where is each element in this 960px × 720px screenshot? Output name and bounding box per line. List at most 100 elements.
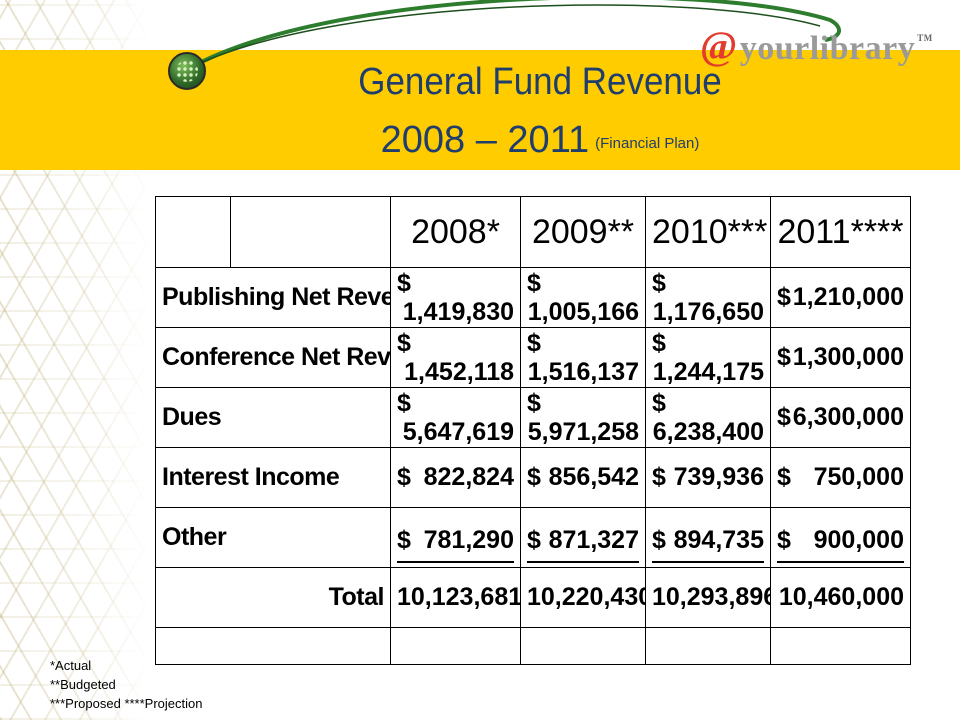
dollar-sign: $ [397, 268, 411, 297]
value-cell: $1,005,166 [520, 267, 646, 328]
column-header: 2011**** [770, 196, 911, 268]
dollar-sign: $ [397, 388, 411, 417]
value-cell: $750,000 [770, 447, 911, 508]
empty-cell [390, 627, 521, 665]
empty-cell [645, 627, 771, 665]
dollar-sign: $ [397, 463, 411, 491]
amount: 781,290 [423, 525, 514, 554]
value-cell: $1,210,000 [770, 267, 911, 328]
dollar-sign: $ [652, 463, 666, 491]
row-label: Conference Net Revenue [155, 327, 391, 388]
amount: 6,300,000 [792, 403, 904, 431]
dollar-sign: $ [777, 463, 791, 491]
value-cell: $1,244,175 [645, 327, 771, 388]
amount: 856,542 [548, 463, 639, 491]
value-cell: $739,936 [645, 447, 771, 508]
amount: 750,000 [813, 463, 904, 491]
dollar-sign: $ [397, 525, 411, 554]
title-band [0, 50, 960, 170]
total-label: Total [155, 567, 391, 628]
amount: 894,735 [673, 525, 764, 554]
footnote: **Budgeted [50, 677, 116, 692]
logo-tm: TM [917, 33, 933, 43]
total-value: 10,293,896 [645, 567, 771, 628]
logo: @yourlibrary TM [700, 22, 933, 69]
value-cell: $781,290 [390, 507, 521, 568]
header-row: 2008* 2009** 2010*** 2011**** [155, 196, 911, 268]
page-subtitle: 2008 – 2011 (Financial Plan) [300, 118, 780, 166]
dollar-sign: $ [777, 403, 791, 431]
table-row: Conference Net Revenue $1,452,118 $1,516… [155, 327, 911, 388]
dollar-sign: $ [527, 463, 541, 491]
empty-row [155, 627, 911, 665]
column-header: 2008* [390, 196, 521, 268]
value-cell: $871,327 [520, 507, 646, 568]
row-label: Other [155, 507, 391, 568]
value-cell: $6,300,000 [770, 387, 911, 448]
dollar-sign: $ [397, 328, 411, 357]
amount: 1,005,166 [527, 297, 639, 326]
table-row: Publishing Net Revenue $1,419,830 $1,005… [155, 267, 911, 328]
dollar-sign: $ [527, 388, 541, 417]
header-blank [155, 196, 231, 268]
amount: 1,452,118 [404, 357, 514, 386]
dollar-sign: $ [652, 328, 666, 357]
amount: 822,824 [423, 463, 514, 491]
value-cell: $1,516,137 [520, 327, 646, 388]
table-row: Other $781,290 $871,327 $894,735 $900,00… [155, 507, 911, 568]
amount: 5,647,619 [402, 417, 514, 446]
value-cell: $6,238,400 [645, 387, 771, 448]
dollar-sign: $ [652, 268, 666, 297]
underlined-value: $900,000 [777, 519, 904, 563]
amount: 739,936 [673, 463, 764, 491]
value-cell: $856,542 [520, 447, 646, 508]
footnote: ***Proposed ****Projection [50, 696, 203, 711]
dollar-sign: $ [527, 328, 541, 357]
value-cell: $5,647,619 [390, 387, 521, 448]
title-note: (Financial Plan) [595, 135, 700, 152]
amount: 900,000 [813, 525, 904, 554]
total-value: 10,123,681 [390, 567, 521, 628]
dollar-sign: $ [777, 525, 791, 554]
logo-text: yourlibrary [739, 30, 916, 67]
header-blank [230, 196, 391, 268]
amount: 5,971,258 [527, 417, 639, 446]
amount: 1,176,650 [652, 297, 764, 326]
page-title: General Fund Revenue [358, 61, 722, 103]
dollar-sign: $ [652, 525, 666, 554]
value-cell: $822,824 [390, 447, 521, 508]
value-cell: $1,300,000 [770, 327, 911, 388]
underlined-value: $781,290 [397, 519, 514, 563]
globe-icon [168, 52, 206, 90]
dollar-sign: $ [777, 283, 791, 311]
title-years: 2008 – 2011 [380, 119, 590, 161]
column-header: 2009** [520, 196, 646, 268]
row-label: Dues [155, 387, 391, 448]
empty-cell [520, 627, 646, 665]
dollar-sign: $ [527, 525, 541, 554]
logo-at: @ [700, 23, 738, 68]
total-value: 10,460,000 [770, 567, 911, 628]
value-cell: $1,452,118 [390, 327, 521, 388]
dollar-sign: $ [652, 388, 666, 417]
underlined-value: $894,735 [652, 519, 764, 563]
value-cell: $900,000 [770, 507, 911, 568]
amount: 871,327 [548, 525, 639, 554]
total-row: Total 10,123,681 10,220,430 10,293,896 1… [155, 567, 911, 628]
dollar-sign: $ [527, 268, 541, 297]
table-row: Interest Income $822,824 $856,542 $739,9… [155, 447, 911, 508]
value-cell: $5,971,258 [520, 387, 646, 448]
total-value: 10,220,430 [520, 567, 646, 628]
column-header: 2010*** [645, 196, 771, 268]
table-row: Dues $5,647,619 $5,971,258 $6,238,400 $6… [155, 387, 911, 448]
amount: 1,300,000 [792, 343, 904, 371]
underlined-value: $871,327 [527, 519, 639, 563]
dollar-sign: $ [777, 343, 791, 371]
footnote: *Actual [50, 658, 92, 673]
row-label: Interest Income [155, 447, 391, 508]
footnotes: *Actual **Budgeted ***Proposed ****Proje… [50, 656, 202, 713]
value-cell: $894,735 [645, 507, 771, 568]
empty-cell [770, 627, 911, 665]
amount: 1,516,137 [527, 357, 639, 386]
amount: 1,244,175 [652, 357, 764, 386]
